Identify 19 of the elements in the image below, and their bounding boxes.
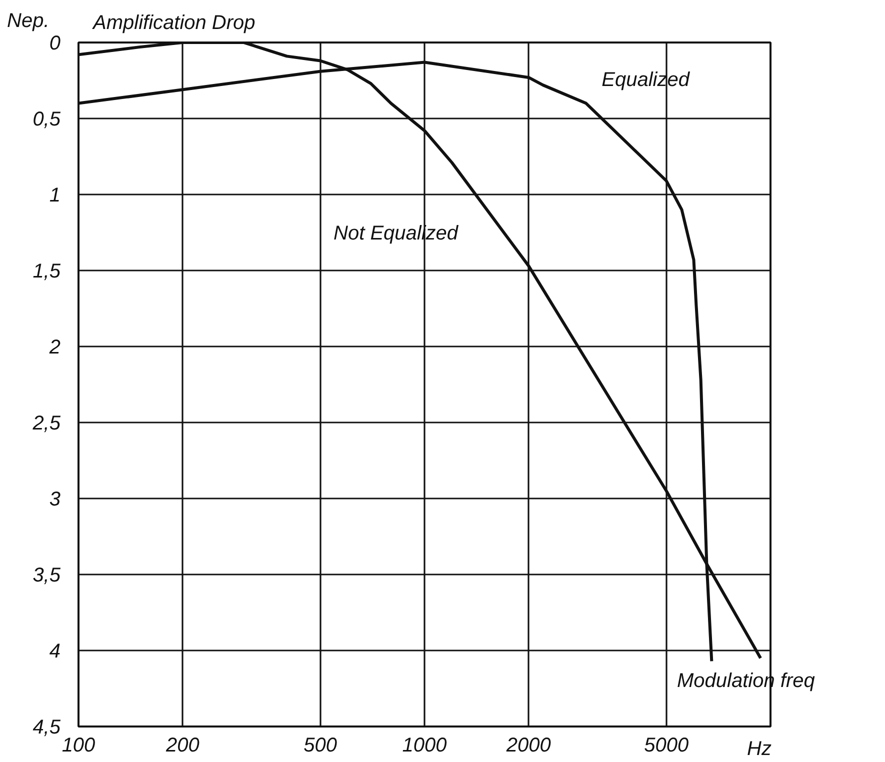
- x-tick-label: 100: [62, 734, 96, 756]
- y-tick-label: 4: [49, 640, 60, 662]
- x-tick-label: 1000: [402, 734, 447, 756]
- y-tick-label: 1,5: [32, 260, 62, 282]
- y-tick-label: 0: [49, 32, 60, 54]
- y-tick-label: 1: [49, 184, 60, 206]
- x-tick-label: 2000: [505, 734, 551, 756]
- x-tick-label: 500: [304, 734, 338, 756]
- text: Amplification Drop: [93, 11, 256, 36]
- y-tick-label: 2,5: [32, 412, 62, 434]
- x-tick-label: 200: [164, 734, 200, 756]
- y-tick-label: 0,5: [32, 108, 62, 130]
- x-tick-label: 5000: [644, 734, 689, 756]
- y-tick-label: 3,5: [32, 564, 62, 586]
- text: Hz: [747, 737, 772, 762]
- y-axis-title: Nep.: [7, 9, 50, 34]
- y-tick-label: 2: [48, 336, 60, 358]
- y-tick-label: 4,5: [32, 716, 62, 738]
- y-tick-label: 3: [49, 488, 60, 510]
